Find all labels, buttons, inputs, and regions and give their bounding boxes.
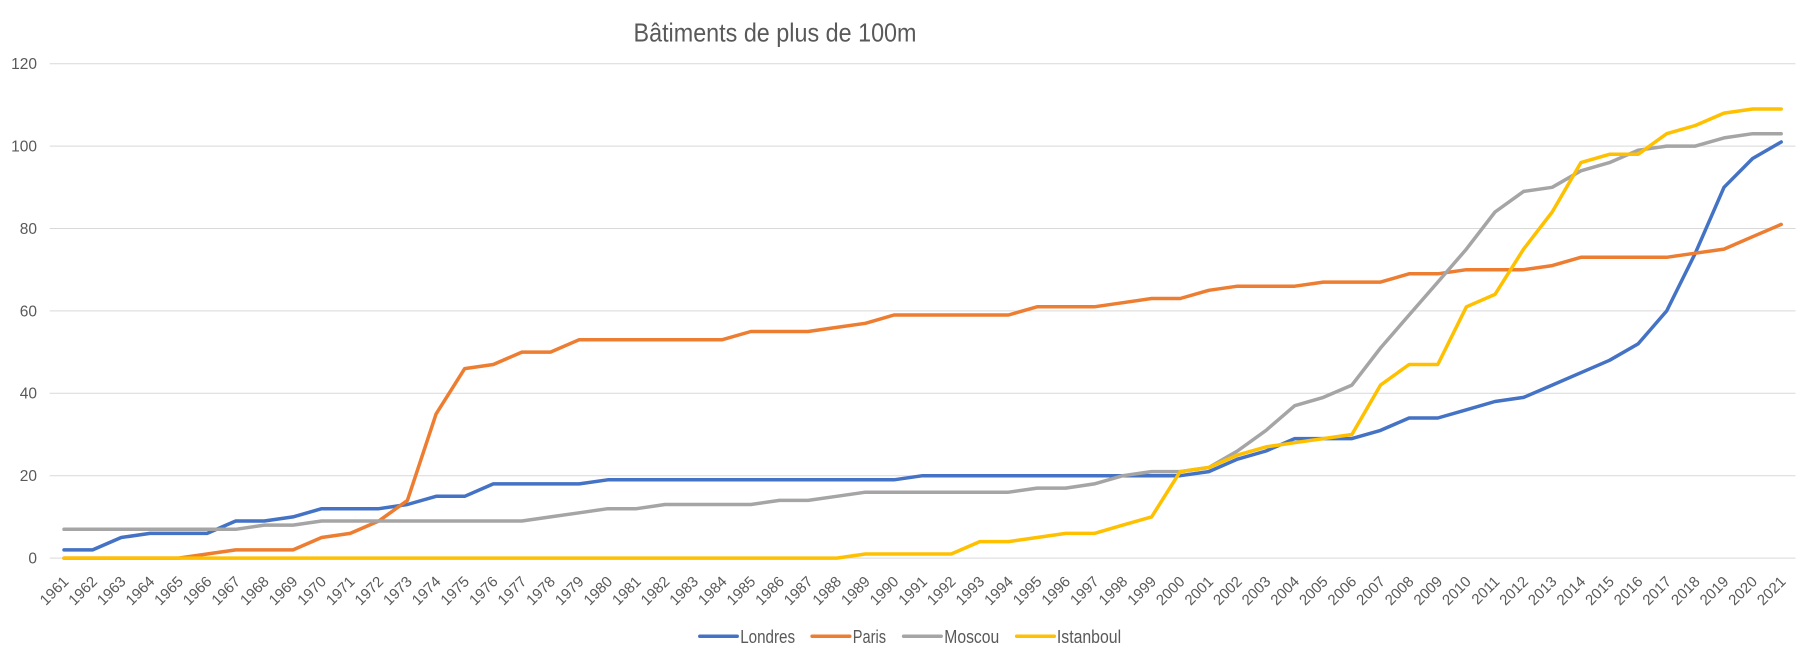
svg-text:Londres: Londres [740, 626, 795, 647]
svg-text:20: 20 [20, 468, 38, 485]
svg-text:Moscou: Moscou [944, 626, 999, 647]
svg-text:100: 100 [11, 139, 37, 156]
svg-text:120: 120 [11, 56, 37, 73]
svg-text:80: 80 [20, 221, 38, 238]
svg-text:0: 0 [28, 551, 37, 568]
svg-text:Paris: Paris [853, 626, 886, 647]
svg-text:Istanboul: Istanboul [1057, 626, 1121, 647]
svg-text:60: 60 [20, 303, 38, 320]
svg-text:Bâtiments de plus de 100m: Bâtiments de plus de 100m [634, 17, 917, 47]
svg-text:40: 40 [20, 386, 38, 403]
